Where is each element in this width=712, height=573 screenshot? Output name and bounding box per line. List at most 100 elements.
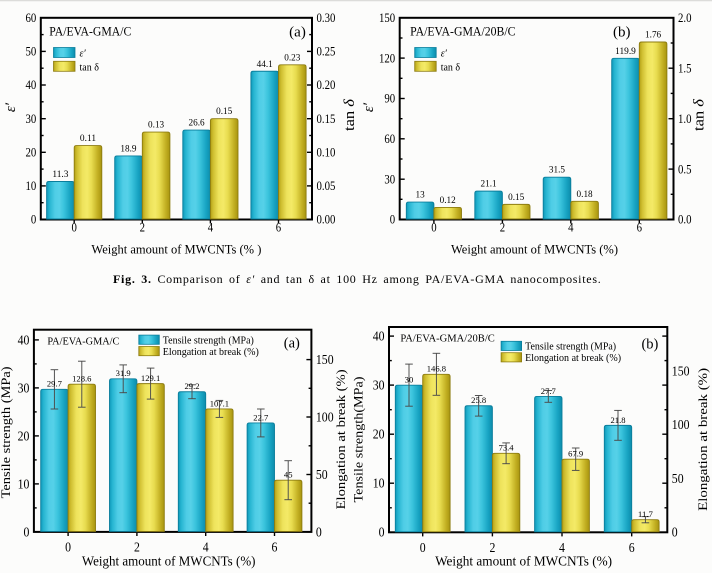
svg-text:Fig. 3. Comparison of ε′ and t: Fig. 3. Comparison of ε′ and tan δ at 10…: [113, 272, 601, 286]
svg-text:0: 0: [672, 526, 678, 541]
svg-text:0.20: 0.20: [317, 78, 336, 92]
svg-text:0.11: 0.11: [80, 133, 96, 143]
svg-text:ε′: ε′: [3, 102, 19, 112]
svg-text:0.12: 0.12: [440, 195, 456, 205]
svg-text:29.2: 29.2: [185, 381, 200, 391]
svg-text:Weight amount of MWCNTs (% ): Weight amount of MWCNTs (% ): [91, 242, 261, 257]
svg-text:0.23: 0.23: [284, 52, 301, 62]
svg-text:Elongation at break (%): Elongation at break (%): [163, 346, 259, 358]
svg-text:90: 90: [384, 92, 395, 106]
svg-text:120: 120: [379, 51, 395, 65]
svg-text:30: 30: [26, 112, 37, 126]
svg-text:6: 6: [276, 221, 282, 235]
svg-text:0: 0: [24, 525, 30, 540]
svg-text:PA/EVA-GMA/20B/C: PA/EVA-GMA/20B/C: [410, 25, 515, 39]
svg-text:107.1: 107.1: [210, 398, 229, 408]
svg-text:100: 100: [316, 410, 334, 425]
svg-text:20: 20: [18, 429, 30, 444]
svg-text:0: 0: [379, 526, 385, 541]
svg-text:4: 4: [208, 221, 214, 235]
svg-text:6: 6: [629, 541, 635, 556]
svg-text:40: 40: [26, 78, 37, 92]
svg-text:31.9: 31.9: [116, 368, 131, 378]
svg-text:0: 0: [420, 541, 426, 556]
svg-text:50: 50: [26, 45, 37, 59]
svg-text:Elongation at break (%): Elongation at break (%): [333, 369, 348, 509]
svg-text:tan δ: tan δ: [80, 62, 100, 73]
svg-text:30: 30: [373, 379, 385, 394]
svg-text:2: 2: [500, 221, 505, 235]
svg-text:6: 6: [272, 540, 278, 555]
svg-text:44.1: 44.1: [257, 59, 273, 69]
svg-text:146.8: 146.8: [427, 364, 446, 374]
svg-text:30: 30: [18, 381, 30, 396]
svg-text:0.18: 0.18: [577, 189, 594, 199]
svg-text:0.10: 0.10: [317, 146, 336, 160]
svg-text:0: 0: [72, 221, 77, 235]
svg-text:50: 50: [672, 472, 684, 487]
svg-text:0.15: 0.15: [317, 112, 336, 126]
svg-text:20: 20: [373, 428, 385, 443]
svg-text:(a): (a): [289, 25, 306, 41]
svg-text:30: 30: [405, 375, 414, 385]
svg-text:29.7: 29.7: [47, 379, 62, 389]
svg-text:Elongation at break (%): Elongation at break (%): [695, 368, 710, 511]
svg-text:0: 0: [431, 221, 436, 235]
svg-text:100: 100: [672, 418, 690, 433]
svg-text:0.00: 0.00: [317, 213, 336, 227]
svg-text:tan δ: tan δ: [441, 62, 461, 73]
svg-text:129.1: 129.1: [141, 373, 160, 383]
svg-text:Tensile strength (MPa): Tensile strength (MPa): [0, 366, 13, 498]
svg-text:PA/EVA-GMA/C: PA/EVA-GMA/C: [49, 25, 131, 39]
svg-text:Tensile strength (MPa): Tensile strength (MPa): [525, 341, 616, 353]
svg-text:150: 150: [672, 364, 690, 379]
svg-text:1.5: 1.5: [678, 61, 692, 75]
svg-text:20: 20: [26, 146, 37, 160]
svg-text:11.3: 11.3: [52, 169, 69, 179]
svg-text:13: 13: [416, 190, 426, 200]
svg-text:1.76: 1.76: [645, 30, 662, 40]
svg-text:119.9: 119.9: [615, 46, 636, 56]
svg-text:22.7: 22.7: [253, 412, 268, 422]
svg-text:0.13: 0.13: [148, 120, 165, 130]
svg-text:40: 40: [373, 330, 385, 345]
svg-text:0.05: 0.05: [317, 179, 336, 193]
svg-text:67.9: 67.9: [568, 449, 583, 459]
svg-text:21.1: 21.1: [481, 179, 497, 189]
svg-text:150: 150: [379, 11, 395, 25]
svg-text:40: 40: [18, 333, 30, 348]
svg-text:4: 4: [203, 540, 209, 555]
svg-text:0: 0: [65, 540, 71, 555]
svg-text:Weight amount of MWCNTs (%): Weight amount of MWCNTs (%): [451, 242, 618, 257]
svg-text:1.0: 1.0: [678, 112, 692, 126]
svg-text:PA/EVA-GMA/20B/C: PA/EVA-GMA/20B/C: [400, 333, 494, 345]
svg-text:PA/EVA-GMA/C: PA/EVA-GMA/C: [47, 335, 119, 347]
svg-text:tan δ: tan δ: [692, 98, 708, 131]
svg-text:0.15: 0.15: [508, 192, 525, 202]
svg-text:4: 4: [559, 541, 565, 556]
svg-text:25.8: 25.8: [471, 395, 486, 405]
svg-text:10: 10: [18, 477, 30, 492]
svg-text:Weight amount of MWCNTs (%): Weight amount of MWCNTs (%): [435, 554, 612, 569]
svg-text:Elongation at break (%): Elongation at break (%): [525, 352, 621, 364]
svg-text:Weight amount of MWCNTs (%): Weight amount of MWCNTs (%): [82, 554, 256, 569]
svg-text:(a): (a): [284, 336, 300, 352]
svg-text:50: 50: [316, 468, 328, 483]
svg-text:tan δ: tan δ: [342, 98, 358, 131]
svg-text:150: 150: [316, 353, 334, 368]
svg-text:6: 6: [637, 221, 643, 235]
svg-text:73.4: 73.4: [499, 443, 515, 453]
svg-text:(b): (b): [641, 336, 658, 352]
svg-text:2: 2: [140, 221, 145, 235]
svg-text:60: 60: [384, 132, 395, 146]
svg-text:30: 30: [384, 172, 395, 186]
svg-text:ε′: ε′: [441, 49, 448, 60]
svg-text:Tensile strength (MPa): Tensile strength (MPa): [163, 335, 254, 347]
svg-text:10: 10: [26, 179, 37, 193]
svg-text:26.6: 26.6: [189, 118, 206, 128]
svg-text:0.0: 0.0: [678, 213, 692, 227]
svg-text:0: 0: [316, 525, 322, 540]
svg-text:2.0: 2.0: [678, 11, 692, 25]
svg-text:ε′: ε′: [80, 49, 87, 60]
svg-text:(b): (b): [613, 25, 631, 41]
